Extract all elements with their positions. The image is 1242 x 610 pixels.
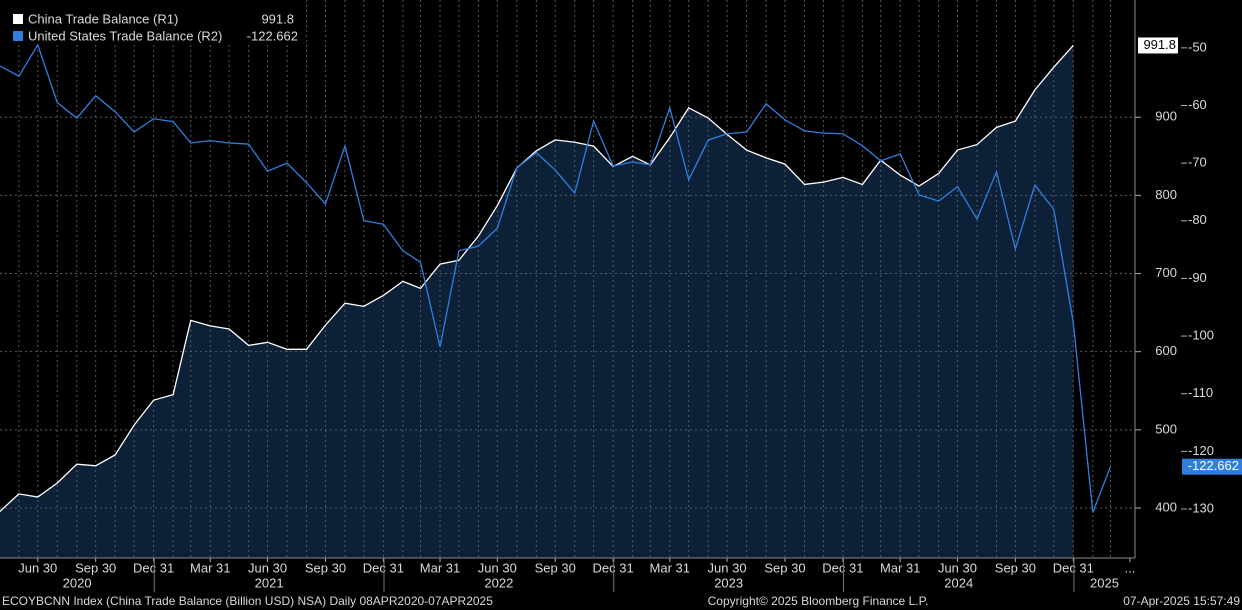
x-tick-label: Sep 30 (995, 560, 1036, 575)
x-year-label: 2022 (484, 575, 513, 590)
x-year-label: 2025 (1090, 575, 1119, 590)
y2-tick-label: -130 (1188, 500, 1214, 515)
value-tag-label: 991.8 (1143, 37, 1176, 52)
y-tick-label: 500 (1155, 421, 1177, 436)
legend-box (0, 0, 302, 44)
footer-copyright: Copyright© 2025 Bloomberg Finance L.P. (708, 594, 929, 608)
line (0, 43, 1112, 513)
legend-value: -122.662 (247, 28, 298, 43)
value-tag (1138, 37, 1178, 54)
x-year-label: 2021 (255, 575, 284, 590)
legend-label: United States Trade Balance (R2) (28, 28, 222, 43)
x-tick-label: Dec 31 (133, 560, 174, 575)
x-tick-label: Dec 31 (363, 560, 404, 575)
y-tick-label: 600 (1155, 343, 1177, 358)
y2-tick-label: -110 (1188, 385, 1213, 400)
footer-source: ECOYBCNN Index (China Trade Balance (Bil… (2, 594, 493, 608)
x-tick-label: Mar 31 (420, 560, 460, 575)
y2-tick-label: -100 (1188, 328, 1214, 343)
x-tick-label: Dec 31 (1053, 560, 1094, 575)
legend-swatch (13, 31, 23, 41)
y2-tick-label: -70 (1188, 155, 1207, 170)
y2-tick-label: -120 (1188, 443, 1214, 458)
x-tick-label: Sep 30 (535, 560, 576, 575)
x-tick-label: Sep 30 (305, 560, 346, 575)
x-tick-label: Sep 30 (75, 560, 116, 575)
x-tick-label: Mar 31 (880, 560, 920, 575)
x-tick-label: ... (1125, 560, 1136, 575)
legend-swatch (13, 14, 23, 24)
x-tick-label: Jun 30 (248, 560, 287, 575)
y-tick-label: 900 (1155, 109, 1177, 124)
footer-timestamp: 07-Apr-2025 15:57:49 (1123, 594, 1240, 608)
x-tick-label: Dec 31 (822, 560, 863, 575)
y2-tick-label: -60 (1188, 97, 1207, 112)
value-tag-label: -122.662 (1188, 458, 1239, 473)
y2-tick-label: -80 (1188, 212, 1207, 227)
legend-label: China Trade Balance (R1) (28, 11, 178, 26)
legend-value: 991.8 (261, 11, 294, 26)
x-tick-label: Dec 31 (593, 560, 634, 575)
y2-tick-label: -50 (1188, 39, 1207, 54)
plot-area: 400 500 600 700 800 900 -50 -60 -70 -80 -90 -100 -11… (0, 0, 1242, 592)
value-tag (1182, 458, 1242, 475)
x-year-label: 2024 (944, 575, 973, 590)
x-year-label: 2020 (63, 575, 92, 590)
y-tick-label: 800 (1155, 187, 1177, 202)
x-tick-label: Sep 30 (764, 560, 805, 575)
x-tick-label: Jun 30 (938, 560, 977, 575)
x-year-label: 2023 (714, 575, 743, 590)
x-tick-label: Mar 31 (190, 560, 230, 575)
line (0, 45, 1074, 513)
x-tick-label: Jun 30 (478, 560, 517, 575)
legend: China Trade Balance (R1) 991.8 United St… (0, 0, 302, 44)
x-tick-label: Mar 31 (650, 560, 690, 575)
y2-tick-label: -90 (1188, 270, 1207, 285)
y-tick-label: 400 (1155, 499, 1177, 514)
x-tick-label: Jun 30 (708, 560, 747, 575)
x-tick-label: Jun 30 (18, 560, 57, 575)
y-tick-label: 700 (1155, 265, 1177, 280)
